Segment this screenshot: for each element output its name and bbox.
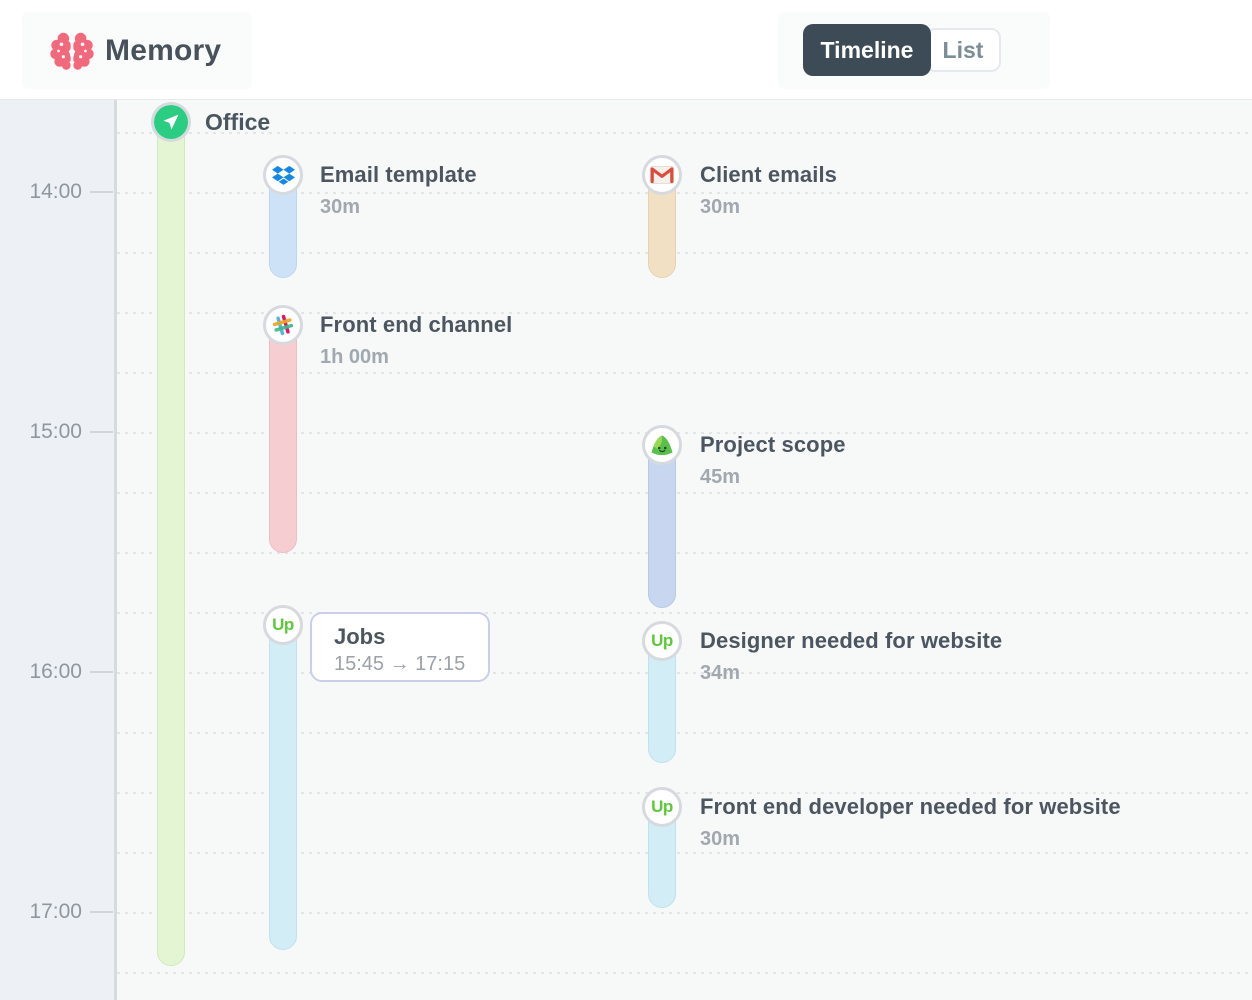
entry-title: Front end developer needed for website xyxy=(700,794,1121,819)
entry-title: Email template xyxy=(320,162,477,187)
upwork-icon: Up xyxy=(272,615,294,634)
slack-icon xyxy=(272,314,294,336)
office-group-bar[interactable] xyxy=(157,104,185,966)
entry-duration: 34m xyxy=(700,662,741,684)
time-gutter xyxy=(0,100,115,1000)
gmail-icon xyxy=(650,166,674,184)
quarter-hour-gridline xyxy=(117,432,1252,434)
entry-icon-jobs[interactable]: Up xyxy=(263,605,303,645)
hour-tick xyxy=(90,431,113,433)
quarter-hour-gridline xyxy=(117,612,1252,614)
entry-icon-project-scope[interactable] xyxy=(642,425,682,465)
quarter-hour-gridline xyxy=(117,372,1252,374)
quarter-hour-gridline xyxy=(117,492,1252,494)
app-logo: Memory xyxy=(22,12,252,89)
entry-icon-client-emails[interactable] xyxy=(642,155,682,195)
entry-icon-front-end-channel[interactable] xyxy=(263,305,303,345)
upwork-icon: Up xyxy=(651,797,673,816)
quarter-hour-gridline xyxy=(117,552,1252,554)
quarter-hour-gridline xyxy=(117,672,1252,674)
quarter-hour-gridline xyxy=(117,732,1252,734)
entry-duration: 30m xyxy=(700,828,741,850)
entry-title: Project scope xyxy=(700,432,846,457)
hour-label-17: 17:00 xyxy=(29,900,82,923)
dropbox-icon xyxy=(271,165,295,185)
quarter-hour-gridline xyxy=(117,972,1252,974)
quarter-hour-gridline xyxy=(117,252,1252,254)
entry-bar-jobs[interactable] xyxy=(269,608,297,950)
entry-title: Client emails xyxy=(700,162,838,187)
entry-duration: 1h 00m xyxy=(320,346,389,368)
brain-icon xyxy=(50,31,94,70)
hour-tick xyxy=(90,191,113,193)
entry-title: Front end channel xyxy=(320,312,513,337)
app-header: Memory Timeline List xyxy=(0,0,1252,100)
entry-icon-designer-needed[interactable]: Up xyxy=(642,621,682,661)
office-group-icon-circle[interactable] xyxy=(151,102,191,142)
quarter-hour-gridline xyxy=(117,792,1252,794)
app-title: Memory xyxy=(105,33,222,67)
hour-tick xyxy=(90,671,113,673)
quarter-hour-gridline xyxy=(117,912,1252,914)
entry-title: Designer needed for website xyxy=(700,628,1003,653)
basecamp-icon xyxy=(651,435,673,456)
tooltip-title: Jobs xyxy=(334,624,386,649)
send-icon xyxy=(154,105,188,139)
upwork-icon: Up xyxy=(651,631,673,650)
quarter-hour-gridline xyxy=(117,312,1252,314)
timeline-canvas: 14:00 15:00 16:00 17:00 Office xyxy=(0,100,1252,1000)
quarter-hour-gridline xyxy=(117,852,1252,854)
hour-label-14: 14:00 xyxy=(29,180,82,203)
tooltip-time-range: 15:45 → 17:15 xyxy=(334,653,466,675)
entry-duration: 45m xyxy=(700,466,741,488)
group-title: Office xyxy=(205,109,271,135)
hour-label-15: 15:00 xyxy=(29,420,82,443)
entry-icon-front-end-developer[interactable]: Up xyxy=(642,787,682,827)
jobs-tooltip: Jobs 15:45 → 17:15 xyxy=(310,612,490,682)
hour-label-16: 16:00 xyxy=(29,660,82,683)
gutter-divider xyxy=(114,100,117,1000)
hour-tick xyxy=(90,911,113,913)
entry-duration: 30m xyxy=(700,196,741,218)
entry-icon-email-template[interactable] xyxy=(263,155,303,195)
tab-timeline[interactable]: Timeline xyxy=(803,24,931,76)
quarter-hour-gridline xyxy=(117,132,1252,134)
quarter-hour-gridline xyxy=(117,192,1252,194)
tab-list[interactable]: List xyxy=(925,28,1001,72)
entry-duration: 30m xyxy=(320,196,361,218)
